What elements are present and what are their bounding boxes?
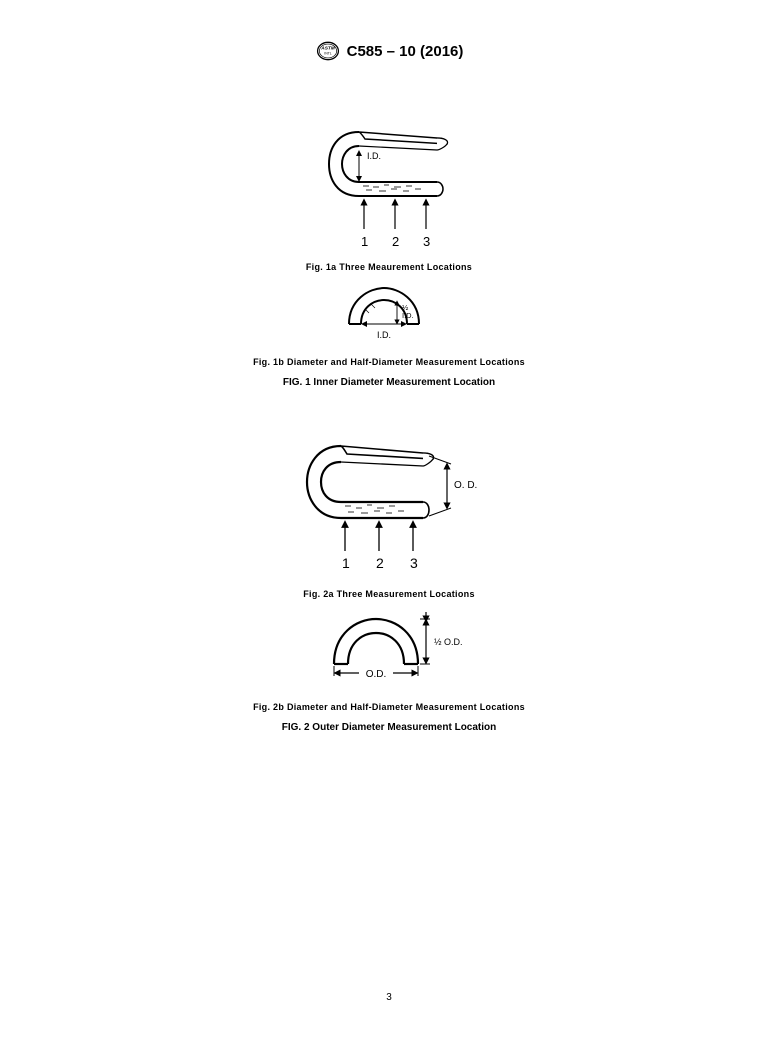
figure-2b-diagram: O.D. ½ O.D.	[304, 609, 474, 689]
svg-text:½ O.D.: ½ O.D.	[434, 637, 463, 647]
page-number: 3	[386, 992, 392, 1003]
figure-2b-caption: Fig. 2b Diameter and Half-Diameter Measu…	[0, 702, 778, 712]
svg-text:I.D.: I.D.	[367, 151, 381, 161]
svg-text:ASTM: ASTM	[320, 45, 336, 51]
svg-text:2: 2	[376, 555, 384, 571]
svg-text:2: 2	[392, 234, 399, 249]
svg-text:I.D.: I.D.	[377, 330, 391, 340]
svg-text:3: 3	[410, 555, 418, 571]
figure-1b-diagram: I.D. ½ I.D.	[319, 282, 459, 344]
figure-2-title: FIG. 2 Outer Diameter Measurement Locati…	[0, 722, 778, 733]
figure-2a-caption: Fig. 2a Three Measurement Locations	[0, 589, 778, 599]
svg-text:O. D.: O. D.	[454, 480, 477, 491]
figure-1b-caption: Fig. 1b Diameter and Half-Diameter Measu…	[0, 357, 778, 367]
document-header: ASTM INTL C585 – 10 (2016)	[0, 0, 778, 64]
figure-1a-diagram: I.D. 1 2 3	[309, 124, 469, 254]
astm-logo-icon: ASTM INTL	[315, 38, 341, 64]
figure-1b-block: I.D. ½ I.D. Fig. 1b Diameter and Half-Di…	[0, 282, 778, 388]
figure-1-title: FIG. 1 Inner Diameter Measurement Locati…	[0, 377, 778, 388]
svg-text:3: 3	[423, 234, 430, 249]
svg-text:I.D.: I.D.	[402, 311, 414, 320]
figure-2b-block: O.D. ½ O.D. Fig. 2b Diameter and Half-Di…	[0, 609, 778, 733]
svg-text:O.D.: O.D.	[366, 669, 387, 680]
document-number: C585 – 10 (2016)	[347, 43, 464, 60]
figure-1a-caption: Fig. 1a Three Meaurement Locations	[0, 262, 778, 272]
svg-text:INTL: INTL	[324, 51, 332, 55]
figure-2a-diagram: O. D. 1 2 3	[289, 436, 489, 576]
svg-text:1: 1	[342, 555, 350, 571]
figure-1a-block: I.D. 1 2 3 Fig. 1a Three Meaurement Loca…	[0, 124, 778, 272]
svg-text:1: 1	[361, 234, 368, 249]
figure-2a-block: O. D. 1 2 3 Fig. 2a Three Measurement Lo…	[0, 436, 778, 599]
